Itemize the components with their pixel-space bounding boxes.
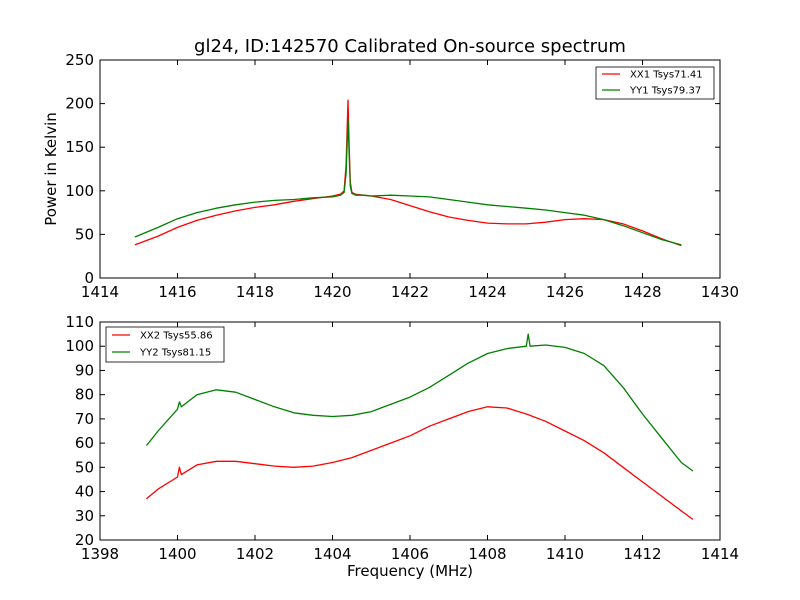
x-tick-label: 1424	[468, 283, 506, 301]
y-axis-label: Power in Kelvin	[42, 112, 60, 226]
y-tick-label: 50	[75, 458, 94, 476]
y-tick-label: 110	[65, 313, 94, 331]
x-tick-label: 1420	[313, 283, 351, 301]
x-tick-label: 1406	[391, 545, 429, 563]
y-tick-label: 100	[65, 182, 94, 200]
y-tick-label: 0	[84, 269, 94, 287]
y-tick-label: 150	[65, 138, 94, 156]
bottom-ticks-layer: 1398 1400 1402 1404 1406 1408 1410 1412 1414 20 30…	[65, 313, 739, 563]
bottom-legend: XX2 Tsys55.86 YY2 Tsys81.15	[105, 326, 225, 363]
x-tick-label: 1428	[623, 283, 661, 301]
x-tick-label: 1418	[236, 283, 274, 301]
y-tick-label: 50	[75, 225, 94, 243]
top-ticks-layer: 1414 1416 1418 1420 1422 1424 1426 1428 1430 0 50 1…	[65, 51, 739, 301]
x-tick-label: 1416	[158, 283, 196, 301]
legend-label-yy1: YY1 Tsys79.37	[629, 86, 701, 97]
legend-box	[105, 326, 225, 363]
legend-label-xx2: XX2 Tsys55.86	[140, 331, 213, 342]
series-line-xx1	[134, 99, 682, 247]
legend-label-xx1: XX1 Tsys71.41	[630, 70, 703, 81]
series-line-yy1	[134, 118, 682, 246]
y-tick-label: 30	[75, 507, 94, 525]
x-tick-label: 1414	[81, 283, 119, 301]
bottom-series-layer	[145, 333, 694, 520]
series-line-xx2	[146, 406, 694, 520]
x-tick-label: 1400	[158, 545, 196, 563]
series-line-yy2	[145, 333, 694, 472]
x-tick-label: 1414	[701, 545, 739, 563]
top-series-layer	[134, 99, 682, 247]
y-tick-label: 80	[75, 386, 94, 404]
y-tick-label: 100	[65, 337, 94, 355]
chart-title: gl24, ID:142570 Calibrated On-source spe…	[194, 36, 626, 57]
x-tick-label: 1412	[623, 545, 661, 563]
bottom-subplot: Frequency (MHz) 1398 1400 1402 1404 1406 1408…	[65, 313, 739, 580]
y-tick-label: 20	[75, 531, 94, 549]
x-tick-label: 1410	[546, 545, 584, 563]
y-tick-label: 200	[65, 95, 94, 113]
x-tick-label: 1430	[701, 283, 739, 301]
x-tick-label: 1402	[236, 545, 274, 563]
x-tick-label: 1422	[391, 283, 429, 301]
y-tick-label: 250	[65, 51, 94, 69]
y-tick-label: 60	[75, 434, 94, 452]
legend-box	[595, 66, 715, 100]
x-tick-label: 1426	[546, 283, 584, 301]
top-subplot: gl24, ID:142570 Calibrated On-source spe…	[42, 36, 739, 301]
x-tick-label: 1398	[81, 545, 119, 563]
x-tick-label: 1408	[468, 545, 506, 563]
x-axis-label: Frequency (MHz)	[347, 562, 473, 580]
y-tick-label: 70	[75, 410, 94, 428]
y-tick-label: 40	[75, 483, 94, 501]
x-tick-label: 1404	[313, 545, 351, 563]
top-legend: XX1 Tsys71.41 YY1 Tsys79.37	[595, 66, 715, 100]
legend-label-yy2: YY2 Tsys81.15	[139, 348, 211, 359]
y-tick-label: 90	[75, 361, 94, 379]
